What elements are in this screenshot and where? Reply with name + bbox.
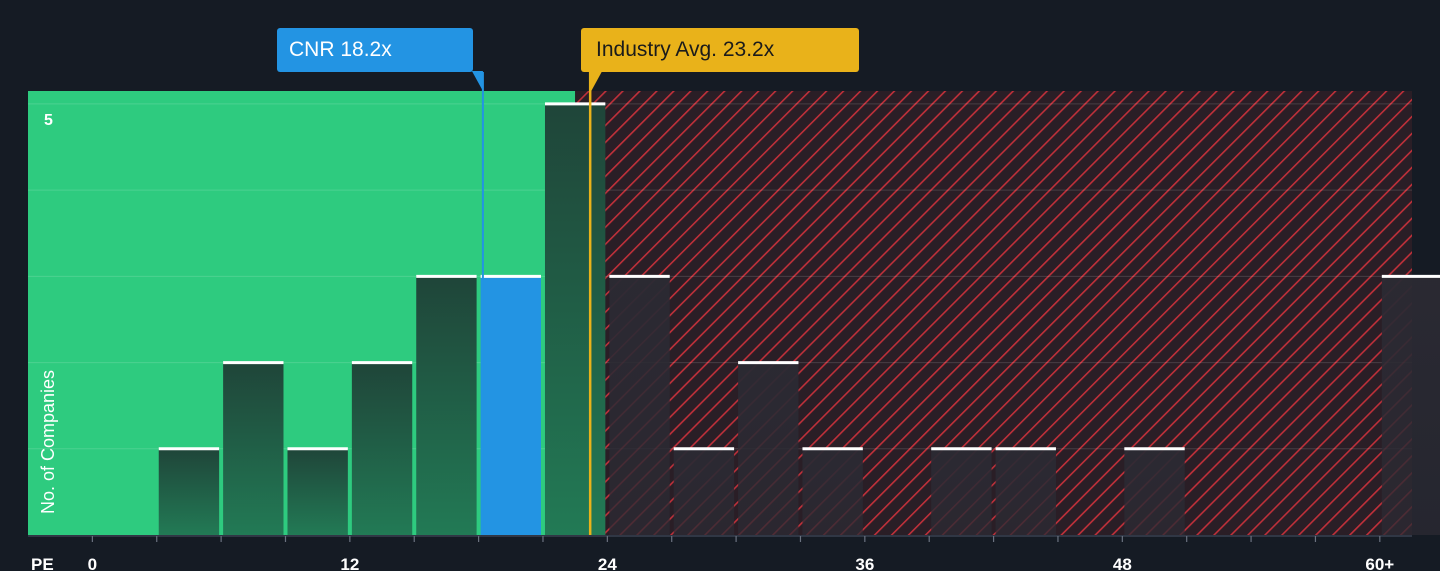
histogram-bar — [931, 448, 992, 535]
x-tick-label: 12 — [340, 555, 359, 571]
histogram-bar — [609, 276, 670, 535]
x-tick-label: 48 — [1113, 555, 1132, 571]
x-tick-label: 24 — [598, 555, 617, 571]
histogram-bar — [673, 448, 735, 535]
histogram-bar — [416, 276, 477, 535]
histogram-bar — [995, 448, 1056, 535]
x-tick-label: 60+ — [1365, 555, 1394, 571]
x-tick-label: 0 — [88, 555, 97, 571]
histogram-bar — [351, 362, 413, 535]
histogram-bar — [287, 448, 348, 535]
industry-average-callout: Industry Avg. 23.2x — [581, 28, 859, 72]
histogram-bar — [1381, 276, 1440, 535]
company-bar — [480, 276, 541, 535]
histogram-bar — [802, 448, 863, 535]
y-tick-label: 5 — [44, 112, 53, 129]
histogram-bar — [738, 362, 799, 535]
company-callout-pointer — [471, 71, 483, 91]
y-axis-label: No. of Companies — [38, 370, 58, 514]
histogram-bar — [158, 448, 220, 535]
x-tick-label: 36 — [855, 555, 874, 571]
x-axis-label: PE — [31, 555, 54, 571]
company-pe-callout: CNR 18.2x — [277, 28, 473, 72]
histogram-bar — [1124, 448, 1185, 535]
industry-callout-pointer — [590, 71, 603, 93]
histogram-bar — [223, 362, 284, 535]
histogram-bar — [544, 103, 606, 535]
